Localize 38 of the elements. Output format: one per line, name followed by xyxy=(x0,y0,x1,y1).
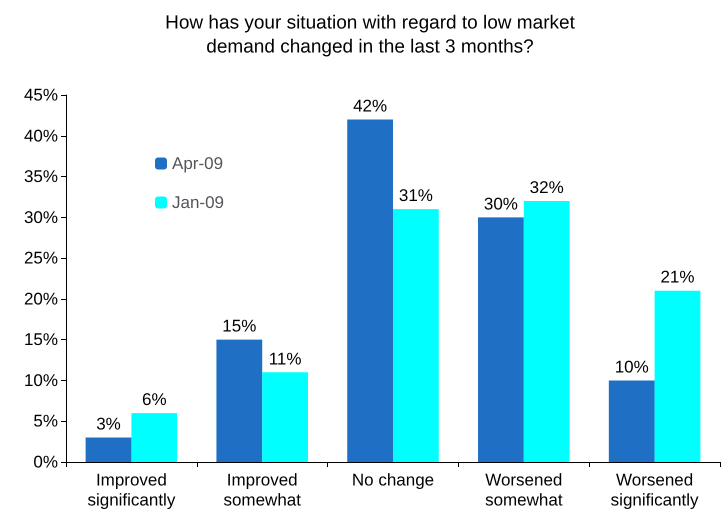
legend-label: Jan-09 xyxy=(172,193,224,212)
y-tick-label: 5% xyxy=(33,412,58,431)
bar xyxy=(262,372,308,462)
y-tick-label: 35% xyxy=(24,167,58,186)
data-label: 30% xyxy=(484,194,518,214)
data-label: 21% xyxy=(660,268,695,287)
x-tick-label: Worsened significantly xyxy=(610,470,700,510)
data-label: 3% xyxy=(96,414,121,434)
bar xyxy=(86,438,132,462)
y-tick-label: 30% xyxy=(24,208,58,227)
y-tick-label: 40% xyxy=(24,126,58,146)
bar xyxy=(608,380,655,462)
bar xyxy=(524,201,570,462)
legend-label: Apr-09 xyxy=(172,154,224,173)
x-tick-label: No change xyxy=(352,470,434,490)
bar xyxy=(393,209,439,462)
data-label: 11% xyxy=(268,349,302,368)
data-label: 6% xyxy=(142,390,167,410)
x-tick-label: Improved significantly xyxy=(87,470,176,510)
y-tick-label: 20% xyxy=(24,289,58,308)
y-tick-label: 15% xyxy=(24,330,58,350)
bar xyxy=(654,290,700,462)
bar xyxy=(478,217,524,462)
y-tick-label: 45% xyxy=(24,86,58,104)
bar xyxy=(216,340,262,462)
data-label: 32% xyxy=(530,178,564,198)
x-tick-label: Improved somewhat xyxy=(223,470,302,510)
data-label: 10% xyxy=(614,357,649,376)
data-label: 31% xyxy=(398,186,433,206)
y-tick-label: 0% xyxy=(33,452,58,472)
x-tick-label: Worsened somewhat xyxy=(485,470,563,510)
data-label: 15% xyxy=(222,316,256,336)
bar xyxy=(131,413,178,462)
data-label: 42% xyxy=(353,96,388,116)
chart-title: How has your situation with regard to low market demand changed in the last 3 months? xyxy=(165,12,576,58)
y-tick-label: 25% xyxy=(24,248,58,268)
bar xyxy=(347,119,393,462)
y-tick-label: 10% xyxy=(24,370,58,390)
